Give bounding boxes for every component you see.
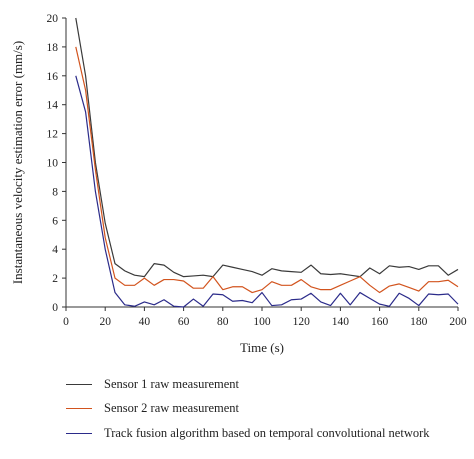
x-tick-label: 80 [217,316,229,328]
series-line-1 [75,17,459,278]
axes: 0 20 40 60 80 100 120 140 160 180 200 0 2 4 6 8 10 12 14 16… [47,13,467,328]
x-tick-label: 120 [293,316,311,328]
series-layer [75,17,459,308]
legend-item-sensor-2: Sensor 2 raw measurement [66,397,466,422]
y-tick-label: 20 [47,13,59,25]
legend-label-fusion: Track fusion algorithm based on temporal… [104,425,430,440]
chart: 0 20 40 60 80 100 120 140 160 180 200 0 2 4 6 8 10 12 14 16… [10,13,467,355]
y-tick-label: 18 [47,42,59,54]
legend-swatch-sensor-2 [66,408,92,410]
x-tick-label: 160 [371,316,389,328]
x-tick-label: 40 [139,316,151,328]
x-tick-label: 140 [332,316,350,328]
legend-label-sensor-2: Sensor 2 raw measurement [104,401,240,416]
x-tick-label: 200 [449,316,467,328]
legend-label-sensor-1: Sensor 1 raw measurement [104,376,240,391]
y-tick-label: 8 [52,186,58,198]
x-tick-label: 20 [99,316,111,328]
x-tick-label: 100 [253,316,271,328]
series-line-3 [75,75,459,308]
y-tick-label: 12 [47,129,59,141]
series-line-2 [75,46,459,294]
y-tick-label: 4 [52,244,58,256]
y-axis-title: Instantaneous velocity estimation error … [10,41,25,284]
legend-item-sensor-1: Sensor 1 raw measurement [66,372,466,397]
y-tick-label: 6 [52,215,58,227]
y-tick-label: 10 [47,158,59,170]
legend: Sensor 1 raw measurement Sensor 2 raw me… [66,372,466,446]
y-tick-label: 2 [52,273,58,285]
legend-swatch-sensor-1 [66,383,92,385]
y-tick-label: 14 [47,100,59,112]
legend-swatch-fusion [66,432,92,434]
y-tick-label: 16 [47,71,59,83]
y-tick-label: 0 [52,302,58,314]
x-tick-label: 60 [178,316,190,328]
x-axis-title: Time (s) [240,340,284,355]
x-tick-label: 180 [410,316,428,328]
legend-item-fusion: Track fusion algorithm based on temporal… [66,421,466,446]
x-tick-label: 0 [63,316,69,328]
